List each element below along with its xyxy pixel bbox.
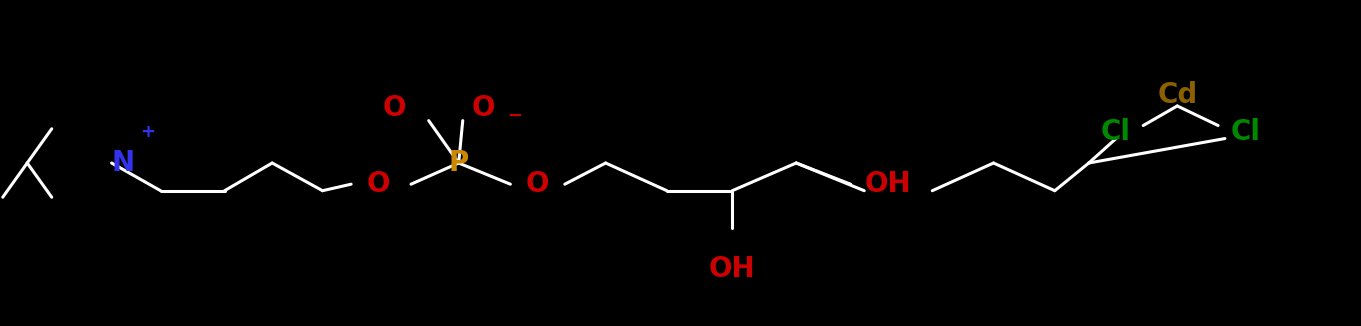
Text: O: O: [471, 94, 495, 122]
Text: O: O: [382, 94, 407, 122]
Text: −: −: [506, 107, 523, 125]
Text: O: O: [525, 170, 550, 198]
Text: O: O: [366, 170, 391, 198]
Text: OH: OH: [864, 170, 911, 198]
Text: Cl: Cl: [1101, 118, 1131, 146]
Text: Cl: Cl: [1230, 118, 1260, 146]
Text: Cd: Cd: [1157, 81, 1198, 109]
Text: N: N: [112, 149, 135, 177]
Text: OH: OH: [709, 255, 755, 283]
Text: +: +: [140, 123, 155, 141]
Text: P: P: [449, 149, 468, 177]
